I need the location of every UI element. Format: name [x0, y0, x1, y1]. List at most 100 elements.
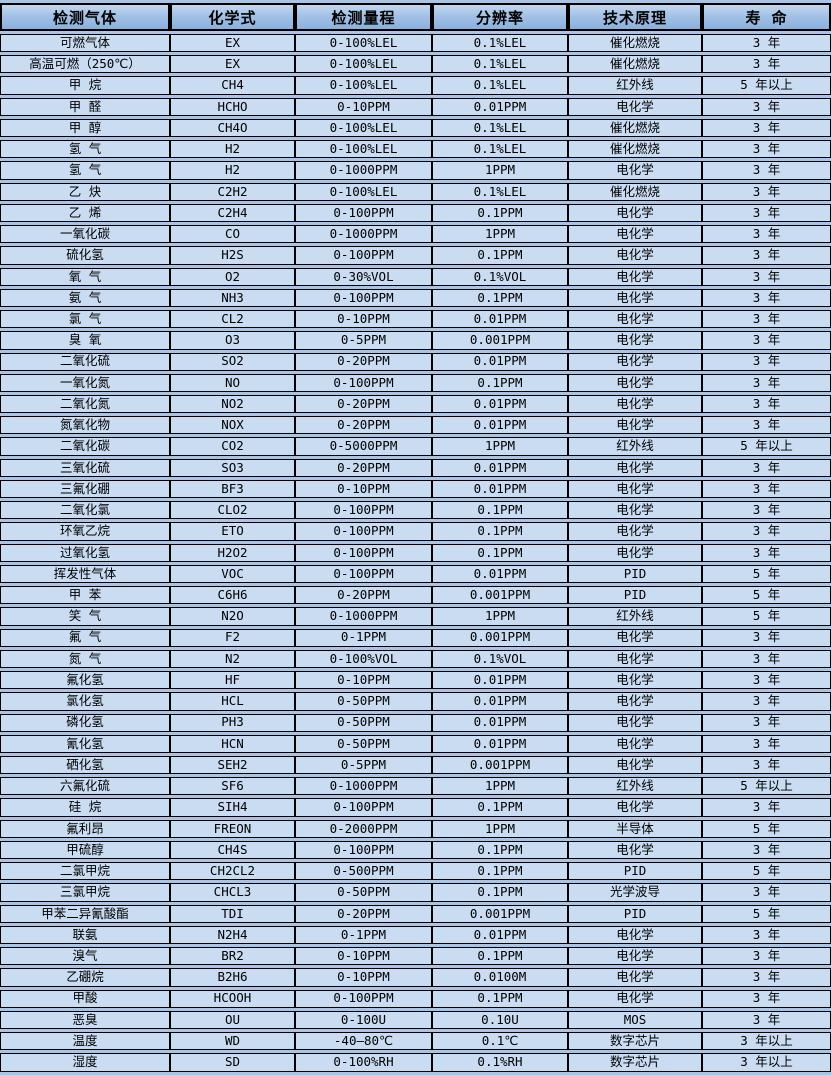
cell-resolution: 1PPM [432, 607, 568, 626]
table-header: 检测气体 化学式 检测量程 分辨率 技术原理 寿 命 [0, 3, 831, 31]
cell-range: 0-20PPM [295, 394, 432, 414]
cell-gas-name: 氟 气 [0, 628, 170, 647]
cell-resolution: 0.1PPM [432, 246, 568, 265]
cell-formula: H2S [170, 246, 295, 265]
table-row: 一氧化碳 CO 0-1000PPM 1PPM 电化学 3 年 [0, 225, 831, 244]
cell-resolution: 1PPM [432, 777, 568, 796]
cell-principle: 电化学 [568, 331, 702, 350]
table-row: 臭 氧 O3 0-5PPM 0.001PPM 电化学 3 年 [0, 331, 831, 350]
table-row: 甲 醇 CH4O 0-100%LEL 0.1%LEL 催化燃烧 3 年 [0, 118, 831, 138]
table-row: 乙 烯 C2H4 0-100PPM 0.1PPM 电化学 3 年 [0, 203, 831, 223]
table-row: 氧 气 O2 0-30%VOL 0.1%VOL 电化学 3 年 [0, 267, 831, 286]
cell-range: 0-100%LEL [295, 118, 432, 138]
cell-resolution: 0.1PPM [432, 373, 568, 392]
cell-range: 0-100U [295, 1010, 432, 1030]
cell-lifespan: 3 年 [702, 671, 831, 690]
cell-range: 0-500PPM [295, 862, 432, 881]
column-header-formula: 化学式 [170, 3, 295, 31]
cell-principle: 电化学 [568, 798, 702, 817]
cell-range: 0-1000PPM [295, 225, 432, 244]
table-row: 硫化氢 H2S 0-100PPM 0.1PPM 电化学 3 年 [0, 246, 831, 265]
cell-resolution: 0.1%VOL [432, 649, 568, 669]
cell-formula: CH4 [170, 76, 295, 95]
cell-range: 0-20PPM [295, 586, 432, 605]
cell-resolution: 0.001PPM [432, 755, 568, 775]
cell-range: 0-20PPM [295, 458, 432, 477]
table-row: 溴气 BR2 0-10PPM 0.1PPM 电化学 3 年 [0, 947, 831, 966]
cell-principle: 电化学 [568, 310, 702, 329]
cell-principle: PID [568, 904, 702, 923]
cell-principle: 电化学 [568, 734, 702, 753]
cell-resolution: 0.01PPM [432, 97, 568, 116]
cell-resolution: 0.01PPM [432, 671, 568, 690]
cell-principle: 电化学 [568, 947, 702, 966]
table-row: 氰化氢 HCN 0-50PPM 0.01PPM 电化学 3 年 [0, 734, 831, 753]
cell-formula: CLO2 [170, 501, 295, 520]
cell-principle: 电化学 [568, 543, 702, 562]
cell-resolution: 0.1PPM [432, 543, 568, 562]
cell-range: 0-10PPM [295, 947, 432, 966]
cell-gas-name: 高温可燃（250℃） [0, 55, 170, 74]
cell-formula: BR2 [170, 947, 295, 966]
cell-gas-name: 甲酸 [0, 989, 170, 1008]
cell-gas-name: 湿度 [0, 1053, 170, 1072]
cell-range: 0-20PPM [295, 352, 432, 371]
cell-lifespan: 3 年 [702, 968, 831, 987]
cell-principle: 电化学 [568, 203, 702, 223]
cell-principle: 电化学 [568, 925, 702, 945]
cell-resolution: 0.01PPM [432, 352, 568, 371]
cell-resolution: 0.1%LEL [432, 55, 568, 74]
cell-resolution: 0.01PPM [432, 713, 568, 732]
cell-formula: SIH4 [170, 798, 295, 817]
cell-range: 0-50PPM [295, 692, 432, 711]
cell-gas-name: 氟利昂 [0, 819, 170, 838]
cell-gas-name: 恶臭 [0, 1010, 170, 1030]
cell-principle: 电化学 [568, 225, 702, 244]
cell-range: 0-5PPM [295, 755, 432, 775]
cell-resolution: 0.01PPM [432, 734, 568, 753]
cell-principle: 电化学 [568, 352, 702, 371]
cell-resolution: 0.1%LEL [432, 118, 568, 138]
cell-lifespan: 5 年 [702, 904, 831, 923]
cell-principle: 红外线 [568, 76, 702, 95]
cell-gas-name: 一氧化氮 [0, 373, 170, 392]
cell-lifespan: 5 年以上 [702, 777, 831, 796]
cell-gas-name: 甲 苯 [0, 586, 170, 605]
cell-gas-name: 氰化氢 [0, 734, 170, 753]
cell-formula: O3 [170, 331, 295, 350]
cell-principle: 电化学 [568, 840, 702, 860]
cell-gas-name: 笑 气 [0, 607, 170, 626]
cell-lifespan: 3 年 [702, 692, 831, 711]
cell-gas-name: 二氧化碳 [0, 437, 170, 456]
cell-range: 0-1000PPM [295, 161, 432, 180]
cell-principle: 电化学 [568, 288, 702, 308]
cell-principle: 红外线 [568, 777, 702, 796]
cell-range: 0-2000PPM [295, 819, 432, 838]
column-header-resolution: 分辨率 [432, 3, 568, 31]
cell-range: 0-50PPM [295, 883, 432, 902]
cell-formula: CHCL3 [170, 883, 295, 902]
cell-resolution: 1PPM [432, 161, 568, 180]
cell-range: 0-100%LEL [295, 140, 432, 159]
cell-range: 0-100PPM [295, 288, 432, 308]
table-row: 乙 炔 C2H2 0-100%LEL 0.1%LEL 催化燃烧 3 年 [0, 182, 831, 201]
cell-lifespan: 3 年 [702, 840, 831, 860]
cell-range: 0-100PPM [295, 543, 432, 562]
cell-gas-name: 三氯甲烷 [0, 883, 170, 902]
cell-lifespan: 3 年 [702, 288, 831, 308]
table-row: 硅 烷 SIH4 0-100PPM 0.1PPM 电化学 3 年 [0, 798, 831, 817]
cell-gas-name: 乙硼烷 [0, 968, 170, 987]
table-row: 三氟化硼 BF3 0-10PPM 0.01PPM 电化学 3 年 [0, 479, 831, 499]
cell-principle: 电化学 [568, 479, 702, 499]
cell-gas-name: 环氧乙烷 [0, 522, 170, 541]
cell-formula: CO2 [170, 437, 295, 456]
cell-principle: 电化学 [568, 989, 702, 1008]
cell-lifespan: 3 年 [702, 416, 831, 435]
table-row: 环氧乙烷 ETO 0-100PPM 0.1PPM 电化学 3 年 [0, 522, 831, 541]
cell-gas-name: 可燃气体 [0, 34, 170, 53]
cell-lifespan: 3 年 [702, 947, 831, 966]
cell-range: 0-100%LEL [295, 34, 432, 53]
cell-resolution: 0.01PPM [432, 479, 568, 499]
cell-resolution: 0.1%VOL [432, 267, 568, 286]
